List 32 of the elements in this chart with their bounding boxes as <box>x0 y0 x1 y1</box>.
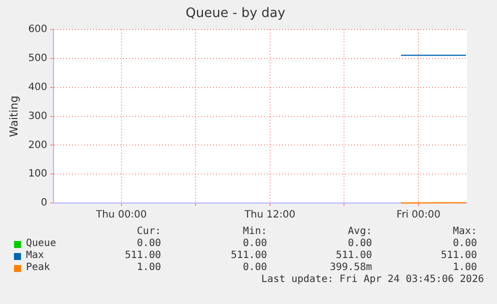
x-tick-label: Fri 00:00 <box>396 210 440 221</box>
text: Avg: <box>348 226 372 238</box>
y-tick-label: 100 <box>28 168 48 180</box>
text: 0.00 <box>136 238 161 250</box>
y-tick-label: 300 <box>28 110 48 122</box>
legend-label: Queue <box>26 238 56 250</box>
text: 511.00 <box>230 250 267 262</box>
text: 0.00 <box>242 238 267 250</box>
text: 399.58m <box>330 262 372 274</box>
text: 1.00 <box>452 262 477 274</box>
y-tick-label: 400 <box>28 82 48 93</box>
text: 0.00 <box>348 238 372 250</box>
text: Max: <box>452 226 477 238</box>
text: 511.00 <box>440 250 477 262</box>
text: 511.00 <box>124 250 161 262</box>
text: 511.00 <box>336 250 372 262</box>
text: Cur: <box>136 226 161 238</box>
y-tick-label: 600 <box>28 24 48 36</box>
y-tick-label: 500 <box>28 53 48 64</box>
legend-label: Max <box>26 250 44 262</box>
chart-title: Queue - by day <box>186 6 286 22</box>
text: 1.00 <box>136 262 161 274</box>
text: 0.00 <box>452 238 477 250</box>
y-tick-label: 0 <box>40 198 48 209</box>
x-tick-label: Thu 00:00 <box>94 210 147 221</box>
text: 0.00 <box>242 262 267 274</box>
text: Min: <box>242 226 267 238</box>
y-tick-label: 200 <box>28 140 48 151</box>
x-tick-label: Thu 12:00 <box>244 210 296 221</box>
legend-label: Peak <box>26 262 50 274</box>
text: Last update: Fri Apr 24 03:45:06 2026 <box>261 274 484 286</box>
y-axis-title: Waiting <box>7 96 20 137</box>
